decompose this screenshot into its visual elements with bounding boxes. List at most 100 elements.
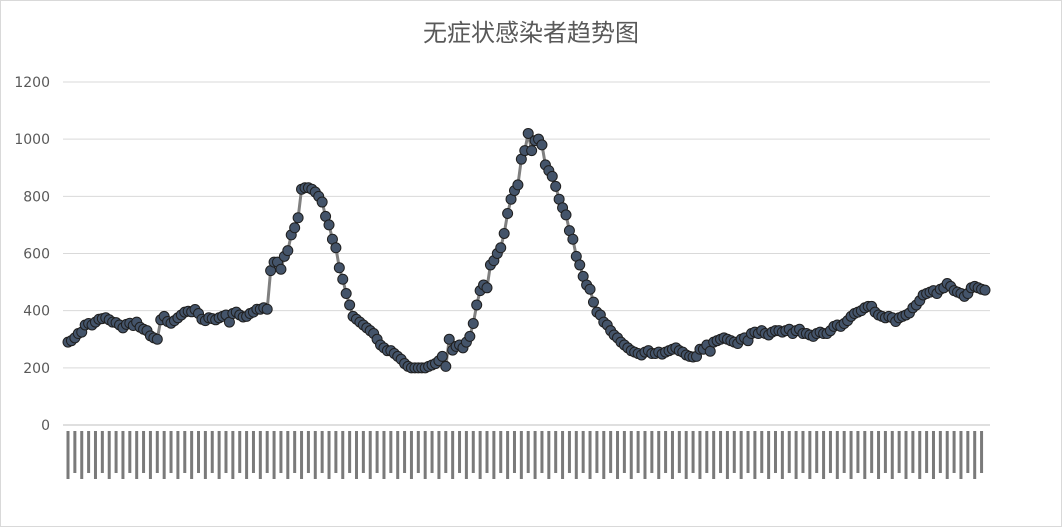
x-tick-label	[258, 431, 262, 479]
x-tick-label	[265, 431, 269, 473]
x-tick-label	[135, 431, 139, 479]
x-tick-label	[856, 431, 860, 473]
x-tick-label	[719, 431, 723, 473]
x-tick-label	[169, 431, 173, 473]
x-tick-label	[945, 431, 949, 479]
x-tick-label	[629, 431, 633, 479]
x-tick-label	[176, 431, 180, 479]
x-tick-label	[609, 431, 613, 473]
x-tick-label	[643, 431, 647, 479]
x-tick-label	[664, 431, 668, 473]
x-tick-label	[787, 431, 791, 473]
x-tick-label	[231, 431, 235, 479]
x-tick-label	[526, 431, 530, 473]
x-tick-label	[464, 431, 468, 479]
chart-title: 无症状感染者趋势图	[423, 19, 639, 47]
x-tick-label	[416, 431, 420, 473]
x-tick-label	[313, 431, 317, 479]
x-tick-label	[519, 431, 523, 479]
x-tick-label	[801, 431, 805, 473]
x-tick-label	[684, 431, 688, 479]
x-tick-label	[512, 431, 516, 473]
x-tick-label	[403, 431, 407, 473]
x-tick-label	[732, 431, 736, 473]
x-tick-label	[100, 431, 104, 473]
x-tick-label	[622, 431, 626, 473]
x-tick-label	[650, 431, 654, 473]
x-tick-label	[691, 431, 695, 473]
x-tick-label	[279, 431, 283, 473]
x-tick-label	[767, 431, 771, 479]
x-tick-label	[93, 431, 97, 479]
data-point	[464, 330, 476, 342]
x-tick-label	[890, 431, 894, 479]
x-tick-label	[938, 431, 942, 473]
x-tick-label	[354, 431, 358, 479]
x-axis	[66, 431, 984, 479]
x-tick-label	[251, 431, 255, 473]
x-tick-label	[657, 431, 661, 479]
x-tick-label	[533, 431, 537, 479]
data-point	[587, 296, 599, 308]
x-tick-label	[190, 431, 194, 479]
x-tick-label	[382, 431, 386, 479]
x-tick-label	[773, 431, 777, 473]
data-point	[536, 139, 548, 151]
x-tick-label	[822, 431, 826, 479]
x-tick-label	[561, 431, 565, 479]
data-point	[498, 227, 510, 239]
x-tick-label	[80, 431, 84, 479]
x-tick-label	[66, 431, 70, 479]
x-tick-label	[877, 431, 881, 479]
x-tick-label	[121, 431, 125, 479]
x-tick-label	[409, 431, 413, 479]
x-tick-label	[506, 431, 510, 479]
x-tick-label	[588, 431, 592, 479]
x-tick-label	[183, 431, 187, 473]
x-tick-label	[952, 431, 956, 473]
x-tick-label	[306, 431, 310, 473]
data-point	[440, 360, 452, 372]
x-tick-label	[375, 431, 379, 473]
x-tick-label	[677, 431, 681, 473]
data-point	[261, 303, 273, 315]
x-tick-label	[245, 431, 249, 479]
x-tick-label	[458, 431, 462, 473]
x-tick-label	[396, 431, 400, 479]
data-point	[979, 284, 991, 296]
x-tick-label	[883, 431, 887, 473]
x-tick-label	[224, 431, 228, 473]
data-point	[443, 333, 455, 345]
data-point	[344, 299, 356, 311]
data-point	[546, 170, 558, 182]
gridlines	[63, 81, 990, 426]
x-tick-label	[148, 431, 152, 479]
data-point	[584, 283, 596, 295]
series-group	[62, 127, 991, 374]
data-point	[495, 242, 507, 254]
x-tick-label	[725, 431, 729, 479]
x-tick-label	[712, 431, 716, 479]
x-tick-label	[197, 431, 201, 473]
y-tick-label: 1200	[14, 75, 50, 91]
x-tick-label	[437, 431, 441, 479]
y-tick-label: 0	[41, 418, 50, 434]
x-tick-label	[238, 431, 242, 473]
x-tick-label	[567, 431, 571, 473]
x-tick-label	[863, 431, 867, 479]
data-point	[471, 299, 483, 311]
x-tick-label	[966, 431, 970, 473]
x-tick-label	[478, 431, 482, 479]
x-tick-label	[602, 431, 606, 479]
x-tick-label	[705, 431, 709, 473]
data-point	[704, 345, 716, 357]
data-point	[275, 263, 287, 275]
x-tick-label	[870, 431, 874, 473]
x-tick-label	[107, 431, 111, 479]
data-point	[292, 212, 304, 224]
data-point	[574, 259, 586, 271]
x-tick-label	[492, 431, 496, 479]
data-point	[522, 127, 534, 139]
data-point	[337, 273, 349, 285]
